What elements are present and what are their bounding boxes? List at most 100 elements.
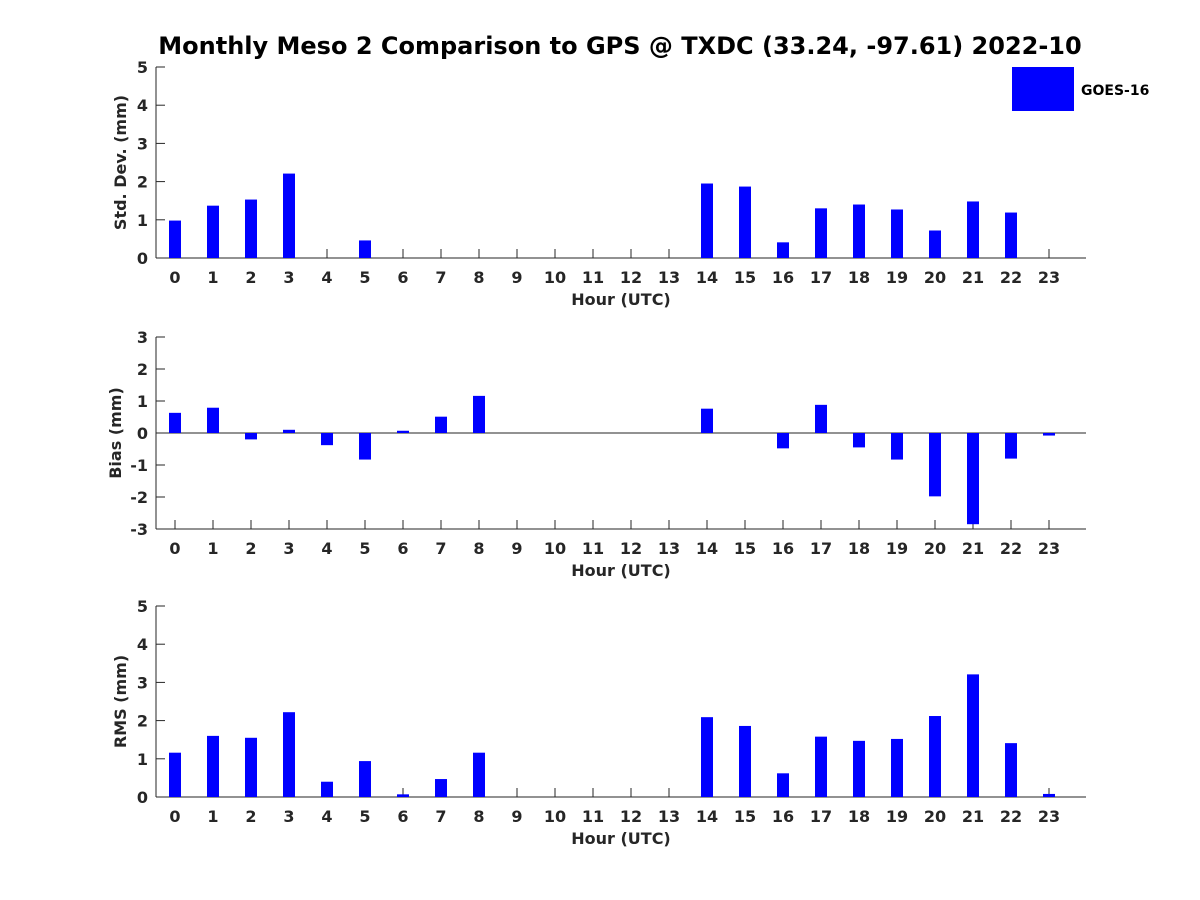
bias-bar bbox=[853, 433, 865, 448]
rms-ytick-label: 1 bbox=[137, 750, 148, 769]
rms-xtick-label: 22 bbox=[1000, 807, 1022, 826]
bias-y-axis-label: Bias (mm) bbox=[106, 387, 125, 479]
chart-title: Monthly Meso 2 Comparison to GPS @ TXDC … bbox=[158, 32, 1081, 60]
rms-xtick-label: 4 bbox=[321, 807, 332, 826]
std-dev-bar bbox=[815, 208, 827, 258]
std-dev-xtick-label: 21 bbox=[962, 268, 984, 287]
rms-bar bbox=[891, 738, 903, 797]
legend-label-goes-16: GOES-16 bbox=[1081, 83, 1149, 99]
bias-bar bbox=[473, 395, 485, 433]
bias-ytick-label: 2 bbox=[137, 360, 148, 379]
rms-bar bbox=[929, 716, 941, 797]
rms-bar bbox=[1043, 793, 1055, 797]
rms-ytick-label: 5 bbox=[137, 597, 148, 616]
std-dev-xtick-label: 13 bbox=[658, 268, 680, 287]
std-dev-xtick-label: 3 bbox=[283, 268, 294, 287]
std-dev-bar bbox=[891, 209, 903, 258]
bias-xtick-label: 18 bbox=[848, 539, 870, 558]
rms-bar bbox=[777, 773, 789, 797]
std-dev-xtick-label: 9 bbox=[511, 268, 522, 287]
std-dev-xtick-label: 11 bbox=[582, 268, 604, 287]
rms-xtick-label: 12 bbox=[620, 807, 642, 826]
std-dev-bar bbox=[777, 242, 789, 258]
std-dev-bar bbox=[169, 220, 181, 258]
std-dev-xtick-label: 8 bbox=[473, 268, 484, 287]
rms-bar bbox=[321, 781, 333, 797]
bias-bar bbox=[1043, 433, 1055, 436]
bias-ytick-label: -2 bbox=[130, 488, 148, 507]
bias-bar bbox=[967, 433, 979, 525]
std-dev-x-axis-label: Hour (UTC) bbox=[571, 290, 671, 309]
std-dev-xtick-label: 18 bbox=[848, 268, 870, 287]
rms-bar bbox=[1005, 743, 1017, 797]
rms-bar bbox=[815, 736, 827, 797]
std-dev-bar bbox=[929, 230, 941, 258]
std-dev-xtick-label: 12 bbox=[620, 268, 642, 287]
rms-xtick-label: 23 bbox=[1038, 807, 1060, 826]
rms-xtick-label: 6 bbox=[397, 807, 408, 826]
std-dev-xtick-label: 2 bbox=[245, 268, 256, 287]
std-dev-xtick-label: 17 bbox=[810, 268, 832, 287]
std-dev-xtick-label: 19 bbox=[886, 268, 908, 287]
bias-xtick-label: 4 bbox=[321, 539, 332, 558]
std-dev-xtick-label: 10 bbox=[544, 268, 566, 287]
bias-bar bbox=[207, 407, 219, 433]
bias-bar bbox=[283, 429, 295, 433]
rms-xtick-label: 14 bbox=[696, 807, 718, 826]
rms-xtick-label: 2 bbox=[245, 807, 256, 826]
std-dev-ytick-label: 1 bbox=[137, 211, 148, 230]
std-dev-xtick-label: 6 bbox=[397, 268, 408, 287]
rms-xtick-label: 7 bbox=[435, 807, 446, 826]
bias-ytick-label: 1 bbox=[137, 392, 148, 411]
bias-bar bbox=[435, 416, 447, 433]
rms-xtick-label: 5 bbox=[359, 807, 370, 826]
bias-bar bbox=[777, 433, 789, 449]
std-dev-bar bbox=[853, 204, 865, 258]
rms-xtick-label: 8 bbox=[473, 807, 484, 826]
bias-xtick-label: 1 bbox=[207, 539, 218, 558]
bias-xtick-label: 17 bbox=[810, 539, 832, 558]
std-dev-bar bbox=[245, 199, 257, 258]
bias-x-axis-label: Hour (UTC) bbox=[571, 561, 671, 580]
std-dev-xtick-label: 16 bbox=[772, 268, 794, 287]
rms-xtick-label: 20 bbox=[924, 807, 946, 826]
legend: GOES-16 bbox=[1012, 67, 1149, 111]
rms-xtick-label: 11 bbox=[582, 807, 604, 826]
rms-bar bbox=[701, 717, 713, 797]
rms-xtick-label: 15 bbox=[734, 807, 756, 826]
bias-xtick-label: 20 bbox=[924, 539, 946, 558]
bias-xtick-label: 3 bbox=[283, 539, 294, 558]
rms-bar bbox=[435, 779, 447, 797]
bias-bar bbox=[245, 433, 257, 440]
rms-bar bbox=[473, 752, 485, 797]
bias-xtick-label: 5 bbox=[359, 539, 370, 558]
rms-xtick-label: 1 bbox=[207, 807, 218, 826]
bias-bar bbox=[891, 433, 903, 460]
rms-bar bbox=[359, 761, 371, 797]
bias-bar bbox=[397, 430, 409, 433]
rms-xtick-label: 16 bbox=[772, 807, 794, 826]
std-dev-bar bbox=[207, 205, 219, 258]
bias-xtick-label: 11 bbox=[582, 539, 604, 558]
rms-bar bbox=[283, 712, 295, 797]
bias-xtick-label: 19 bbox=[886, 539, 908, 558]
std-dev-ytick-label: 5 bbox=[137, 58, 148, 77]
std-dev-ytick-label: 4 bbox=[137, 96, 148, 115]
rms-xtick-label: 18 bbox=[848, 807, 870, 826]
std-dev-xtick-label: 0 bbox=[169, 268, 180, 287]
bias-xtick-label: 2 bbox=[245, 539, 256, 558]
std-dev-xtick-label: 23 bbox=[1038, 268, 1060, 287]
rms-bar bbox=[853, 740, 865, 797]
std-dev-bar bbox=[359, 240, 371, 258]
bias-ytick-label: 0 bbox=[137, 424, 148, 443]
bias-ytick-label: -1 bbox=[130, 456, 148, 475]
std-dev-bar bbox=[701, 183, 713, 258]
std-dev-bar bbox=[1005, 212, 1017, 258]
bias-xtick-label: 23 bbox=[1038, 539, 1060, 558]
bias-bar bbox=[1005, 433, 1017, 459]
std-dev-xtick-label: 14 bbox=[696, 268, 718, 287]
bias-xtick-label: 10 bbox=[544, 539, 566, 558]
rms-xtick-label: 17 bbox=[810, 807, 832, 826]
rms-bar bbox=[207, 735, 219, 797]
